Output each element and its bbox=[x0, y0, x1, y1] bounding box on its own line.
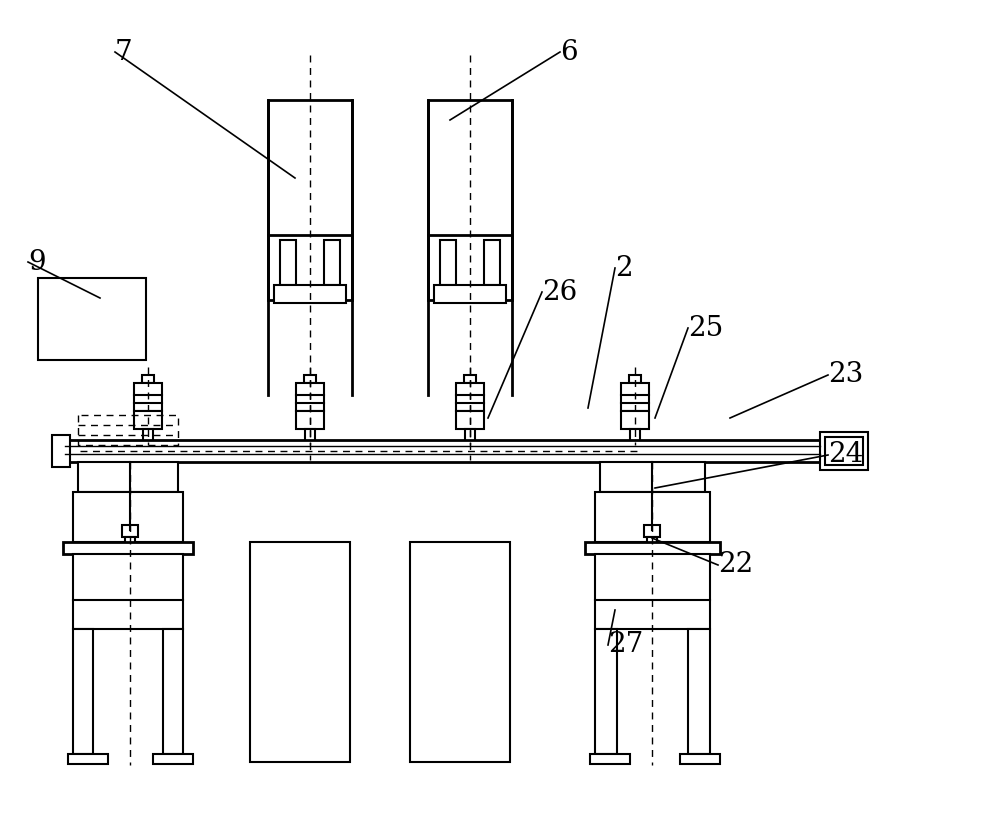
Bar bbox=[595, 629, 617, 754]
Bar bbox=[825, 437, 863, 465]
Text: 24: 24 bbox=[828, 441, 863, 468]
Bar bbox=[629, 375, 641, 383]
Bar bbox=[680, 754, 720, 764]
Bar bbox=[134, 411, 162, 429]
Text: 6: 6 bbox=[560, 38, 578, 65]
Bar bbox=[296, 411, 324, 429]
Bar bbox=[73, 629, 93, 754]
Bar bbox=[280, 240, 296, 285]
Bar bbox=[305, 429, 315, 441]
Bar bbox=[630, 429, 640, 441]
Bar bbox=[142, 375, 154, 383]
Bar bbox=[268, 100, 352, 300]
Bar bbox=[600, 462, 705, 492]
Bar bbox=[456, 383, 484, 411]
Bar bbox=[688, 629, 710, 754]
Bar bbox=[595, 492, 710, 542]
Bar bbox=[73, 554, 183, 629]
Text: 22: 22 bbox=[718, 552, 753, 579]
Bar bbox=[153, 754, 193, 764]
Bar bbox=[465, 429, 475, 441]
Bar bbox=[143, 429, 153, 441]
Bar bbox=[644, 525, 660, 537]
Bar bbox=[464, 375, 476, 383]
Bar bbox=[647, 537, 657, 545]
Bar bbox=[440, 240, 456, 285]
Bar bbox=[73, 492, 183, 542]
Bar bbox=[590, 754, 630, 764]
Bar bbox=[434, 285, 506, 303]
Bar bbox=[484, 240, 500, 285]
Bar bbox=[122, 525, 138, 537]
Bar bbox=[585, 542, 720, 554]
Bar bbox=[63, 542, 193, 554]
Bar bbox=[125, 537, 135, 545]
Bar bbox=[621, 383, 649, 411]
Bar bbox=[38, 278, 146, 360]
Text: 7: 7 bbox=[115, 38, 133, 65]
Bar bbox=[68, 754, 108, 764]
Text: 2: 2 bbox=[615, 255, 633, 282]
Bar bbox=[65, 440, 820, 462]
Bar bbox=[621, 411, 649, 429]
Text: 26: 26 bbox=[542, 278, 577, 305]
Text: 25: 25 bbox=[688, 314, 723, 342]
Bar bbox=[78, 462, 178, 492]
Bar bbox=[595, 554, 710, 629]
Bar bbox=[410, 542, 510, 762]
Text: 23: 23 bbox=[828, 361, 863, 388]
Bar bbox=[820, 432, 868, 470]
Bar bbox=[456, 411, 484, 429]
Bar bbox=[163, 629, 183, 754]
Bar bbox=[428, 100, 512, 300]
Bar bbox=[250, 542, 350, 762]
Bar bbox=[304, 375, 316, 383]
Text: 27: 27 bbox=[608, 632, 643, 659]
Bar bbox=[296, 383, 324, 411]
Bar bbox=[134, 383, 162, 411]
Bar bbox=[324, 240, 340, 285]
Bar bbox=[274, 285, 346, 303]
Bar bbox=[52, 435, 70, 467]
Text: 9: 9 bbox=[28, 249, 46, 276]
